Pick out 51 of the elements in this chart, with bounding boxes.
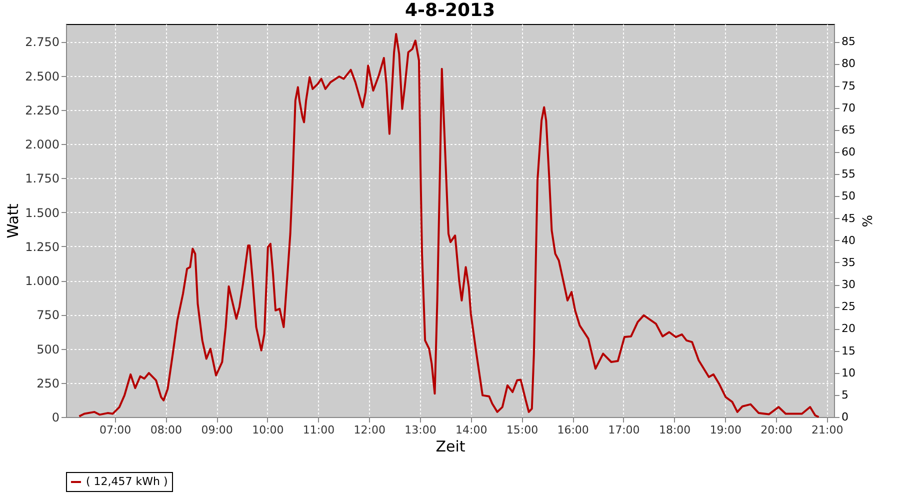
y2-tick-label: 85 [842,35,856,48]
y-tick-label: 0 [52,410,60,424]
y-tick-label: 2.500 [25,69,60,84]
y2-tick-label: 70 [842,101,856,114]
y2-tick-label: 5 [842,388,848,402]
y2-tick-label: 65 [842,123,856,136]
x-tick-label: 09:00 [201,424,233,436]
y2-tick-label: 80 [842,57,856,70]
y2-tick-label: 40 [842,234,856,247]
y-axis-title: Watt [4,203,22,238]
x-tick-label: 07:00 [99,424,132,436]
x-tick-label: 19:00 [710,424,742,436]
x-tick-label: 16:00 [557,424,589,436]
y2-tick-label: 60 [842,146,856,159]
y2-tick-label: 20 [842,322,856,336]
y2-axis-title: % [858,214,874,228]
y2-tick-label: 55 [842,168,856,181]
x-tick-label: 14:00 [456,424,488,436]
y2-tick-label: 35 [842,256,856,269]
y2-tick-label: 50 [842,190,856,203]
x-tick-label: 21:00 [812,424,844,436]
x-tick-label: 15:00 [506,424,538,436]
y-tick-label: 250 [36,376,60,390]
x-tick-label: 20:00 [760,424,792,436]
y-tick-label: 1.250 [25,240,60,254]
y2-tick-label: 0 [842,410,848,424]
x-tick-label: 18:00 [658,424,691,436]
y-tick-label: 1.000 [25,274,60,288]
y-tick-label: 500 [36,342,60,356]
y-tick-label: 2.750 [25,35,60,50]
x-tick-label: 10:00 [252,424,284,436]
y-tick-label: 2.000 [25,138,60,152]
x-axis-title: Zeit [436,438,466,456]
x-tick-label: 13:00 [404,424,436,436]
y-tick-label: 1.750 [25,172,60,186]
x-tick-label: 08:00 [150,424,182,436]
x-tick-label: 17:00 [608,424,640,436]
chart-title: 4-8-2013 [404,0,496,21]
x-tick-label: 11:00 [302,424,335,436]
y2-tick-label: 25 [842,300,856,314]
y-tick-label: 1.500 [25,206,60,220]
legend-label: ( 12,457 kWh ) [86,475,168,488]
x-tick-label: 12:00 [354,424,386,436]
y2-tick-label: 45 [842,212,856,225]
y2-tick-label: 15 [842,344,856,358]
y-tick-label: 750 [36,308,60,322]
y2-tick-label: 10 [842,366,856,380]
y2-tick-label: 30 [842,278,856,292]
y2-tick-label: 75 [842,79,856,92]
line-series [78,32,820,418]
y-tick-label: 2.250 [25,103,60,118]
